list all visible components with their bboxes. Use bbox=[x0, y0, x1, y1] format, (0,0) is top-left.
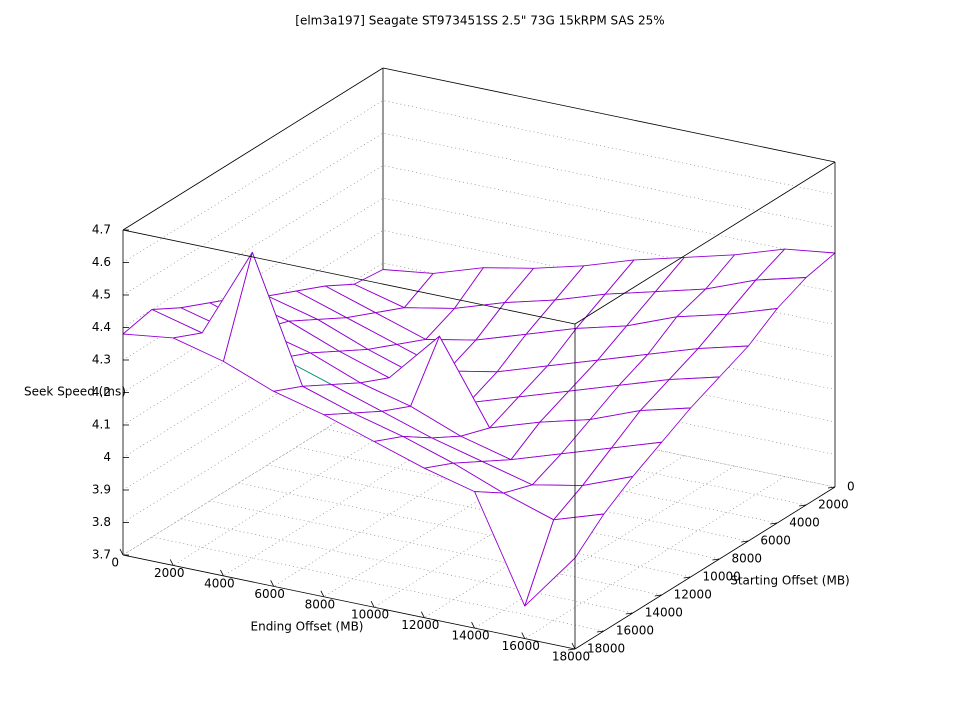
tick-mark bbox=[420, 611, 425, 618]
y-tick-label: 2000 bbox=[818, 498, 849, 512]
y-tick-label: 4000 bbox=[789, 516, 820, 530]
z-tick-label: 4.1 bbox=[92, 418, 111, 432]
z-tick-label: 3.8 bbox=[92, 515, 111, 529]
grid-line bbox=[296, 446, 749, 542]
x-tick-label: 12000 bbox=[401, 618, 439, 632]
grid-line bbox=[209, 500, 662, 596]
x-tick-label: 14000 bbox=[451, 629, 489, 643]
box-edge bbox=[122, 229, 576, 325]
tick-mark bbox=[683, 576, 691, 579]
tick-mark bbox=[654, 594, 662, 597]
z-axis-label: Seek Speed (ms) bbox=[24, 385, 126, 399]
box-edge bbox=[574, 486, 836, 650]
x-tick-label: 18000 bbox=[552, 650, 590, 664]
z-tick-label: 4.6 bbox=[92, 255, 111, 269]
grid-line bbox=[238, 482, 691, 578]
grid-line bbox=[122, 100, 836, 263]
y-tick-label: 10000 bbox=[703, 570, 741, 584]
x-tick-label: 8000 bbox=[305, 597, 336, 611]
tick-mark bbox=[770, 522, 778, 525]
tick-mark bbox=[827, 486, 836, 489]
x-tick-label: 6000 bbox=[254, 587, 285, 601]
tick-mark bbox=[320, 590, 325, 597]
y-tick-label: 8000 bbox=[731, 552, 762, 566]
box-edge bbox=[382, 67, 836, 163]
y-tick-label: 18000 bbox=[587, 642, 625, 656]
x-axis-label: Ending Offset (MB) bbox=[251, 620, 364, 634]
x-tick-label: 10000 bbox=[351, 608, 389, 622]
tick-mark bbox=[521, 632, 526, 639]
x-tick-label: 4000 bbox=[204, 576, 235, 590]
tick-mark bbox=[169, 559, 174, 566]
tick-mark bbox=[741, 540, 749, 543]
grid-line bbox=[267, 464, 720, 560]
z-tick-label: 4 bbox=[103, 450, 111, 464]
tick-mark bbox=[471, 621, 475, 629]
tick-mark bbox=[625, 612, 633, 615]
y-tick-label: 0 bbox=[847, 480, 855, 494]
x-tick-label: 0 bbox=[111, 556, 119, 570]
y-tick-label: 6000 bbox=[760, 534, 791, 548]
z-tick-label: 4.7 bbox=[92, 223, 111, 237]
tick-mark bbox=[119, 548, 124, 556]
tick-mark bbox=[220, 569, 224, 577]
y-tick-label: 14000 bbox=[645, 606, 683, 620]
x-tick-label: 2000 bbox=[154, 566, 185, 580]
z-tick-label: 4.4 bbox=[92, 320, 111, 334]
box-edge bbox=[122, 554, 576, 650]
z-tick-label: 4.3 bbox=[92, 353, 111, 367]
tick-mark bbox=[270, 580, 275, 587]
grid-line bbox=[180, 518, 633, 614]
tick-mark bbox=[596, 630, 604, 633]
z-tick-label: 4.2 bbox=[92, 385, 111, 399]
y-tick-label: 16000 bbox=[616, 624, 654, 638]
y-axis-label: Starting Offset (MB) bbox=[730, 574, 850, 588]
y-tick-label: 12000 bbox=[674, 588, 712, 602]
grid-line bbox=[151, 536, 604, 632]
chart-title: [elm3a197] Seagate ST973451SS 2.5" 73G 1… bbox=[295, 14, 664, 28]
tick-mark bbox=[571, 642, 576, 650]
z-tick-label: 4.5 bbox=[92, 288, 111, 302]
z-tick-label: 3.7 bbox=[92, 548, 111, 562]
x-tick-label: 16000 bbox=[502, 639, 540, 653]
surface bbox=[122, 248, 836, 607]
box-edge bbox=[574, 161, 836, 325]
grid-line bbox=[122, 67, 836, 231]
z-tick-label: 3.9 bbox=[92, 483, 111, 497]
tick-mark bbox=[799, 504, 807, 507]
tick-mark bbox=[712, 558, 720, 561]
box-edge bbox=[122, 67, 384, 231]
tick-mark bbox=[567, 648, 576, 651]
tick-mark bbox=[370, 601, 375, 608]
